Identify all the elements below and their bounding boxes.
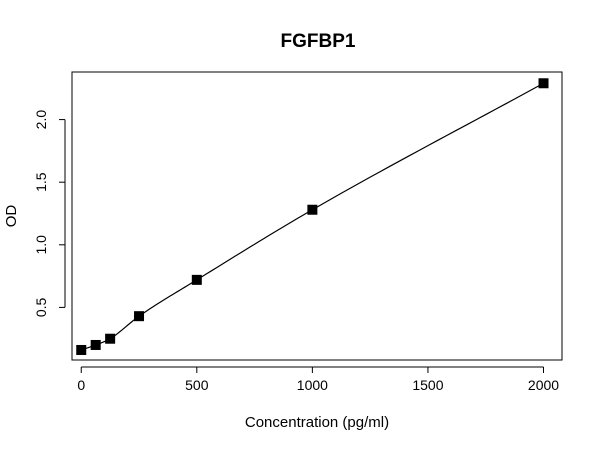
x-tick-label: 2000 <box>528 377 559 393</box>
x-tick-label: 1500 <box>412 377 443 393</box>
chart-title: FGFBP1 <box>281 31 356 52</box>
y-tick-label: 0.5 <box>33 297 49 317</box>
y-tick-label: 1.5 <box>33 172 49 192</box>
data-point <box>105 333 116 344</box>
data-point <box>76 344 87 355</box>
x-axis: 0 500 1000 1500 2000 <box>77 366 559 393</box>
data-point <box>90 339 101 350</box>
fit-curve <box>81 82 544 351</box>
x-axis-label: Concentration (pg/ml) <box>245 414 389 431</box>
x-tick-label: 0 <box>77 377 85 393</box>
y-axis: 0.5 1.0 1.5 2.0 <box>33 110 66 317</box>
data-point <box>134 311 145 322</box>
data-point <box>538 78 549 89</box>
x-tick-label: 1000 <box>297 377 328 393</box>
y-tick-label: 1.0 <box>33 235 49 255</box>
y-tick-label: 2.0 <box>33 110 49 130</box>
data-point <box>307 204 318 215</box>
x-tick-label: 500 <box>185 377 209 393</box>
data-points <box>76 78 549 355</box>
data-point <box>191 274 202 285</box>
y-axis-label: OD <box>3 205 20 228</box>
plot-frame <box>71 71 563 361</box>
